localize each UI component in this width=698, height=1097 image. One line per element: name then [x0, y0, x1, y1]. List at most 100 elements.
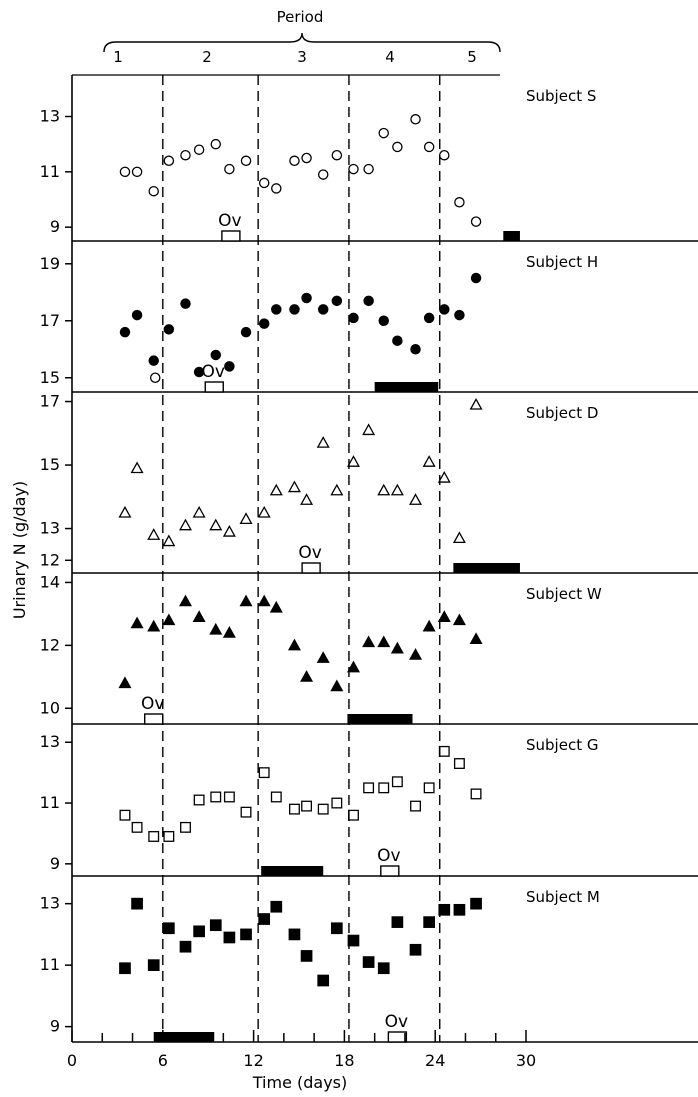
y-tick-label: 9 [50, 217, 60, 236]
data-point [409, 648, 423, 660]
data-point [239, 594, 253, 607]
data-point [377, 635, 391, 648]
data-point [257, 594, 271, 607]
data-point [239, 512, 253, 524]
subject-label: Subject D [526, 404, 598, 422]
data-point [438, 903, 451, 916]
panel-subject-w: 10 12 14 Subject W Ov [40, 572, 698, 725]
data-point [130, 616, 144, 629]
x-tick-label: 18 [334, 1051, 354, 1070]
data-point [209, 622, 223, 635]
data-point [163, 922, 175, 935]
x-axis-title: Time (days) [252, 1073, 348, 1092]
data-point [362, 423, 376, 436]
ovulation-box [221, 230, 241, 242]
data-point [223, 791, 235, 803]
period-number: 4 [385, 48, 395, 66]
data-point [454, 309, 465, 321]
y-tick-label: 11 [40, 162, 60, 181]
data-point [147, 528, 161, 540]
data-point [257, 505, 271, 518]
panel-subject-g: 9 11 13 Subject G Ov [40, 732, 698, 877]
data-point [410, 344, 421, 355]
data-point [390, 483, 404, 496]
data-point [346, 455, 360, 467]
data-point [330, 922, 343, 935]
data-point [258, 913, 271, 925]
data-point [300, 670, 314, 682]
data-point [470, 272, 482, 284]
data-point [118, 676, 132, 689]
brace [103, 32, 501, 53]
data-point [222, 626, 236, 638]
data-point [330, 679, 344, 692]
period-number: 5 [467, 48, 477, 66]
data-point [391, 916, 404, 928]
data-point [410, 114, 421, 125]
data-point [119, 962, 131, 975]
data-point [330, 483, 344, 496]
ovulation-box [204, 381, 224, 393]
y-tick-label: 14 [40, 572, 60, 591]
data-point [149, 372, 161, 384]
x-tick-label: 12 [243, 1051, 263, 1070]
data-point [258, 318, 270, 329]
data-point [423, 916, 435, 928]
y-tick-label: 17 [40, 311, 60, 330]
data-point [331, 797, 343, 809]
data-point [391, 776, 403, 788]
data-point [469, 397, 483, 410]
data-point [288, 928, 301, 941]
y-tick-label: 10 [40, 698, 60, 717]
data-point [119, 809, 131, 821]
data-point [162, 534, 176, 547]
phase-bar [453, 563, 520, 573]
data-point [148, 185, 159, 197]
data-point [470, 788, 482, 800]
data-point [422, 455, 436, 467]
data-point [193, 925, 205, 938]
data-point [301, 152, 312, 164]
data-point [362, 635, 376, 648]
phase-bar [261, 866, 324, 876]
data-point [423, 312, 435, 324]
data-point [163, 831, 175, 842]
data-point [193, 366, 205, 378]
data-point [118, 505, 132, 518]
x-tick-label: 24 [425, 1051, 445, 1070]
data-point [269, 600, 283, 613]
y-tick-label: 13 [40, 107, 60, 126]
y-tick-label: 19 [40, 254, 60, 273]
data-point [348, 809, 359, 821]
data-point [192, 505, 206, 518]
data-point [437, 470, 451, 483]
ovulation-label: Ov [377, 846, 400, 866]
data-point [148, 831, 160, 842]
y-tick-label: 17 [40, 392, 60, 411]
period-number: 2 [202, 48, 212, 66]
data-point [453, 903, 466, 916]
data-point [409, 943, 422, 956]
data-point [210, 791, 222, 803]
data-point [439, 149, 450, 161]
data-point [240, 806, 252, 818]
data-point [301, 292, 312, 304]
ovulation-label: Ov [298, 543, 321, 563]
data-point [271, 304, 282, 315]
data-point [119, 326, 131, 338]
data-point [222, 524, 236, 537]
data-point [422, 619, 436, 632]
data-point [178, 518, 193, 531]
data-point [452, 531, 466, 544]
y-tick-label: 12 [40, 550, 60, 569]
data-point [147, 619, 161, 632]
data-point [131, 897, 143, 910]
panel-subject-d: 12 13 15 17 Subject D Ov [40, 392, 698, 574]
data-point [131, 821, 143, 833]
data-point [210, 138, 222, 150]
x-tick-label: 0 [67, 1051, 77, 1070]
data-point [180, 821, 191, 833]
ovulation-box [301, 562, 321, 574]
